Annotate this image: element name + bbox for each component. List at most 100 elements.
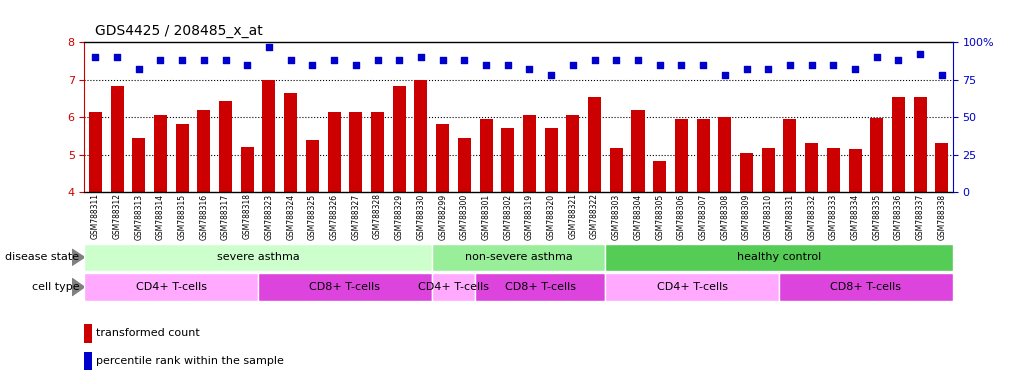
Text: CD4+ T-cells: CD4+ T-cells <box>136 282 207 292</box>
Bar <box>306 140 319 192</box>
Polygon shape <box>72 278 84 296</box>
Bar <box>176 124 188 192</box>
Point <box>782 62 798 68</box>
Bar <box>606 273 779 301</box>
Point <box>131 66 147 72</box>
Point <box>933 72 950 78</box>
Bar <box>718 117 731 192</box>
Bar <box>675 119 688 192</box>
Bar <box>153 115 167 192</box>
Bar <box>84 244 432 271</box>
Bar <box>696 119 710 192</box>
Point <box>174 57 191 63</box>
Point <box>868 54 885 60</box>
Text: CD8+ T-cells: CD8+ T-cells <box>309 282 380 292</box>
Bar <box>349 111 363 192</box>
Bar <box>827 148 839 192</box>
Text: CD4+ T-cells: CD4+ T-cells <box>418 282 489 292</box>
Bar <box>870 118 884 192</box>
Bar <box>84 352 92 370</box>
Bar <box>132 138 145 192</box>
Bar <box>740 153 753 192</box>
Point <box>739 66 755 72</box>
Point <box>521 66 538 72</box>
Text: cell type: cell type <box>32 282 79 292</box>
Point <box>88 54 104 60</box>
Bar <box>457 138 471 192</box>
Bar <box>263 80 275 192</box>
Bar <box>414 80 427 192</box>
Bar <box>328 111 341 192</box>
Bar <box>784 119 796 192</box>
Text: non-severe asthma: non-severe asthma <box>465 252 573 262</box>
Bar <box>392 86 406 192</box>
Bar <box>610 148 623 192</box>
Bar <box>523 115 536 192</box>
Bar <box>588 96 602 192</box>
Bar <box>480 119 492 192</box>
Bar <box>805 143 818 192</box>
Bar <box>762 148 775 192</box>
Point <box>152 57 169 63</box>
Point <box>847 66 863 72</box>
Bar <box>914 96 927 192</box>
Bar <box>198 110 210 192</box>
Text: disease state: disease state <box>5 252 79 262</box>
Polygon shape <box>72 249 84 265</box>
Point <box>629 57 646 63</box>
Point <box>695 62 712 68</box>
Point <box>456 57 473 63</box>
Bar <box>545 127 557 192</box>
Point <box>109 54 126 60</box>
Point <box>239 62 255 68</box>
Point <box>912 51 928 57</box>
Point <box>304 62 320 68</box>
Point <box>435 57 451 63</box>
Point <box>717 72 733 78</box>
Point <box>586 57 603 63</box>
Point <box>261 44 277 50</box>
Bar <box>89 111 102 192</box>
Text: CD4+ T-cells: CD4+ T-cells <box>657 282 728 292</box>
Bar <box>892 96 905 192</box>
Bar <box>110 86 124 192</box>
Text: CD8+ T-cells: CD8+ T-cells <box>830 282 901 292</box>
Bar <box>284 93 298 192</box>
Text: CD8+ T-cells: CD8+ T-cells <box>505 282 576 292</box>
Bar <box>631 110 645 192</box>
Bar <box>436 124 449 192</box>
Point <box>651 62 667 68</box>
Point <box>760 66 777 72</box>
Point <box>325 57 342 63</box>
Bar <box>84 273 259 301</box>
Point <box>608 57 624 63</box>
Text: GDS4425 / 208485_x_at: GDS4425 / 208485_x_at <box>95 25 263 38</box>
Bar <box>935 143 949 192</box>
Bar <box>432 244 606 271</box>
Point <box>825 62 842 68</box>
Bar <box>259 273 432 301</box>
Point <box>413 54 430 60</box>
Point <box>196 57 212 63</box>
Bar <box>653 161 666 192</box>
Bar <box>606 244 953 271</box>
Bar <box>84 324 92 343</box>
Point <box>803 62 820 68</box>
Bar <box>566 115 580 192</box>
Point <box>500 62 516 68</box>
Point <box>543 72 559 78</box>
Bar <box>502 127 514 192</box>
Text: transformed count: transformed count <box>96 328 200 338</box>
Bar <box>432 273 475 301</box>
Bar <box>241 147 253 192</box>
Point <box>370 57 386 63</box>
Bar <box>219 101 232 192</box>
Text: percentile rank within the sample: percentile rank within the sample <box>96 356 284 366</box>
Bar <box>779 273 953 301</box>
Point <box>890 57 906 63</box>
Point <box>674 62 690 68</box>
Text: severe asthma: severe asthma <box>216 252 300 262</box>
Point <box>217 57 234 63</box>
Bar <box>371 111 384 192</box>
Point <box>347 62 364 68</box>
